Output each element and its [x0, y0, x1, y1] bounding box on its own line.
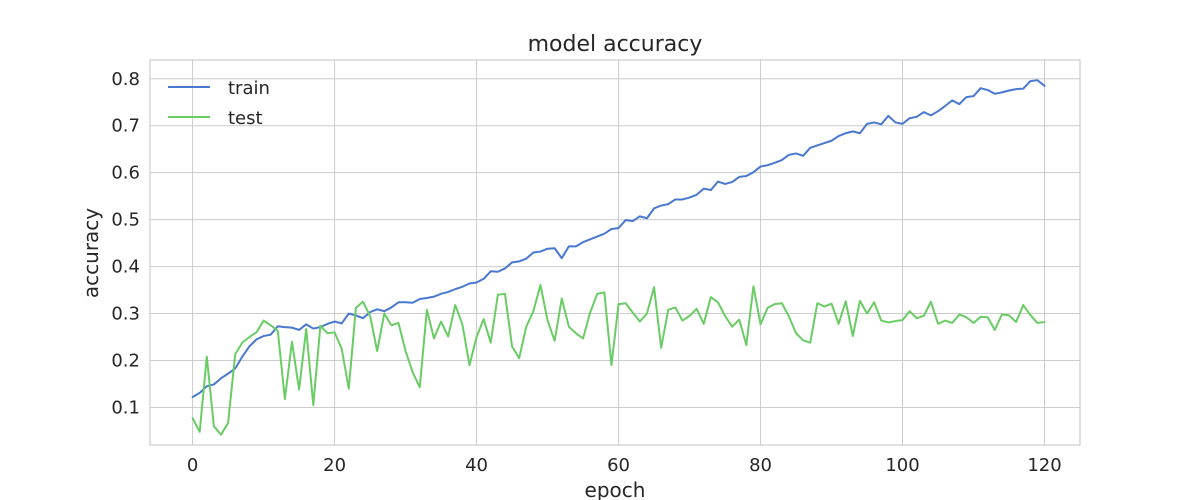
- y-tick-label: 0.3: [111, 304, 140, 325]
- grid-lines: [150, 60, 1080, 445]
- x-tick-label: 60: [607, 455, 630, 476]
- x-tick-label: 20: [323, 455, 346, 476]
- y-tick-label: 0.1: [111, 397, 140, 418]
- legend: train test: [168, 78, 270, 129]
- y-tick-label: 0.6: [111, 163, 140, 184]
- legend-label-train: train: [228, 78, 270, 99]
- series-line-train: [191, 79, 1046, 399]
- y-tick-label: 0.4: [111, 257, 140, 278]
- y-tick-label: 0.7: [111, 116, 140, 137]
- y-tick-label: 0.5: [111, 210, 140, 231]
- x-tick-label: 100: [885, 455, 919, 476]
- x-tick-label: 40: [465, 455, 488, 476]
- y-axis-label: accuracy: [79, 208, 103, 298]
- legend-label-test: test: [228, 108, 263, 129]
- series-line-test: [191, 283, 1046, 436]
- x-tick-label: 80: [749, 455, 772, 476]
- x-axis-label: epoch: [585, 478, 646, 500]
- tick-labels: 0 20 40 60 80 100 120 0.1 0.2 0.3 0.4 0.5 0.6 0.7 0.8: [111, 69, 1061, 476]
- x-tick-label: 0: [187, 455, 198, 476]
- plot-frame: [149, 59, 1081, 446]
- chart-title: model accuracy: [528, 32, 703, 57]
- y-tick-label: 0.2: [111, 350, 140, 371]
- y-tick-label: 0.8: [111, 69, 140, 90]
- series-layer: [191, 79, 1046, 436]
- x-tick-label: 120: [1027, 455, 1061, 476]
